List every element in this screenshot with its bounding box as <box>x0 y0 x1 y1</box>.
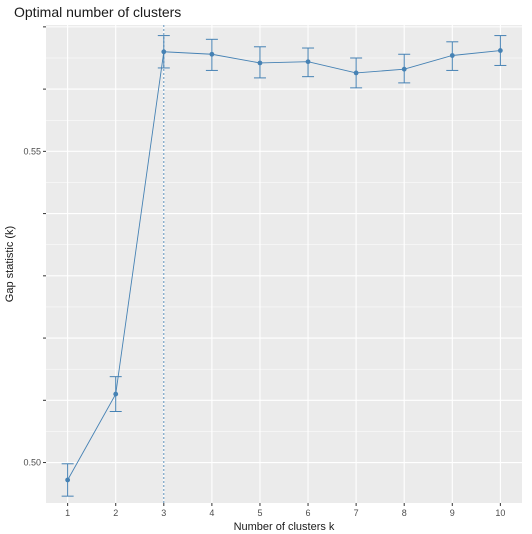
x-tick-label: 7 <box>354 508 359 518</box>
x-tick-label: 10 <box>495 508 505 518</box>
data-point <box>401 66 407 72</box>
chart-title: Optimal number of clusters <box>14 4 181 20</box>
x-tick-label: 6 <box>306 508 311 518</box>
data-point <box>65 477 71 483</box>
data-point <box>209 51 215 57</box>
x-tick-label: 3 <box>161 508 166 518</box>
x-tick-label: 1 <box>65 508 70 518</box>
x-axis-title: Number of clusters k <box>234 521 335 533</box>
plot-panel <box>46 25 522 503</box>
data-point <box>257 60 263 66</box>
data-point <box>497 48 503 53</box>
x-tick-label: 2 <box>113 508 118 518</box>
y-tick-label: 0.50 <box>23 458 41 468</box>
data-point <box>305 59 311 65</box>
x-tick-label: 9 <box>450 508 455 518</box>
data-point <box>449 53 455 58</box>
data-point <box>353 70 359 76</box>
x-tick-label: 8 <box>402 508 407 518</box>
y-axis-title: Gap statistic (k) <box>4 226 16 302</box>
y-axis: 0.50 0.55 <box>23 26 46 468</box>
series-line <box>67 50 501 481</box>
data-point <box>161 49 167 55</box>
data-point <box>113 391 119 397</box>
grid-major <box>46 25 522 503</box>
data-points <box>65 48 503 483</box>
y-tick-label: 0.55 <box>23 146 41 156</box>
x-tick-label: 4 <box>209 508 214 518</box>
x-tick-label: 5 <box>257 508 262 518</box>
x-axis: 1 2 3 4 5 6 7 8 9 10 <box>65 503 505 518</box>
